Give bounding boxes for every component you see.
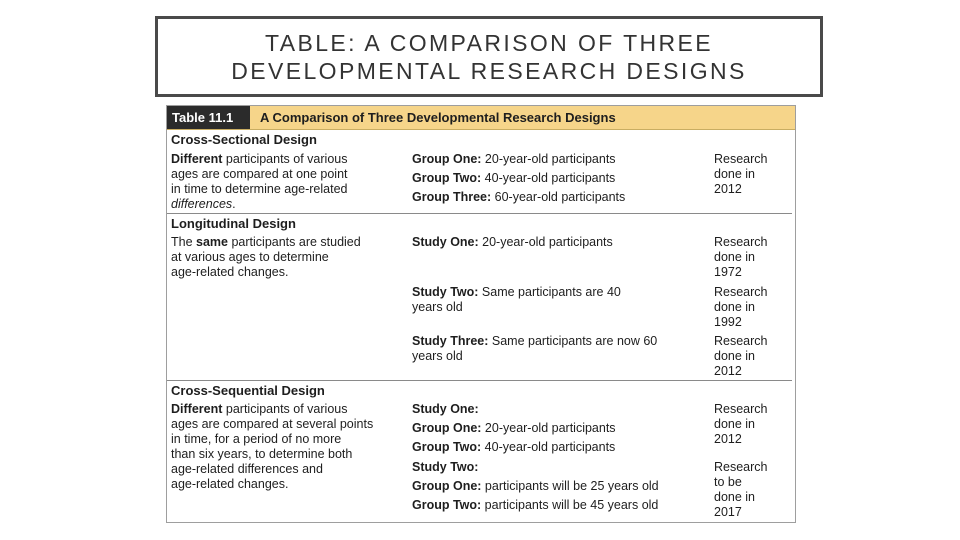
row-text: participants will be 25 years old <box>481 479 659 493</box>
section-divider <box>167 213 792 214</box>
row-label: Group Three: <box>412 190 492 204</box>
date-line: Research <box>714 285 768 299</box>
description-line: The same participants are studied <box>171 235 361 250</box>
study-row-cont: years old <box>412 300 463 314</box>
text-run: The <box>171 235 197 249</box>
text-run: at various ages to determine <box>171 250 329 264</box>
date-line: 2012 <box>714 432 742 446</box>
row-text: 20-year-old participants <box>481 152 616 166</box>
description-line: differences. <box>171 197 236 212</box>
date-line: 2012 <box>714 364 742 378</box>
description-line: at various ages to determine <box>171 250 329 265</box>
section-title-cross-sectional: Cross-Sectional Design <box>171 132 317 147</box>
row-text: 60-year-old participants <box>491 190 626 204</box>
row-text: 20-year-old participants <box>478 235 613 249</box>
section-title-cross-sequential: Cross-Sequential Design <box>171 383 325 398</box>
date-line: 1992 <box>714 315 742 329</box>
slide-title: TABLE: A COMPARISON OF THREE DEVELOPMENT… <box>155 16 823 97</box>
date-line: Research <box>714 460 768 474</box>
study-heading: Study Two: <box>412 460 478 475</box>
text-run: ages are compared at one point <box>171 167 348 181</box>
text-run: than six years, to determine both <box>171 447 353 461</box>
date-line: Research <box>714 334 768 348</box>
text-run: differences <box>171 197 233 211</box>
date-line: done in <box>714 349 756 363</box>
study-heading: Study One: <box>412 402 479 417</box>
row-label: Study Two: <box>412 460 479 474</box>
text-run: same <box>196 235 228 249</box>
text-run: age-related changes. <box>171 477 289 491</box>
group-row: Group One: 20-year-old participants <box>412 152 616 167</box>
row-text: Same participants are 40 <box>478 285 621 299</box>
text-run: Different <box>171 402 223 416</box>
section-title-longitudinal: Longitudinal Design <box>171 216 296 231</box>
row-text: participants will be 45 years old <box>481 498 659 512</box>
description-line: Different participants of various <box>171 152 347 167</box>
date-line: Research <box>714 152 768 166</box>
slide-title-line-1: TABLE: A COMPARISON OF THREE <box>264 29 714 56</box>
description-line: ages are compared at several points <box>171 417 373 432</box>
description-line: age-related differences and <box>171 462 323 477</box>
text-run: in time, for a period of no more <box>171 432 342 446</box>
table-number: Table 11.1 <box>167 106 250 129</box>
row-text: 20-year-old participants <box>481 421 616 435</box>
date-line: 2017 <box>714 505 742 519</box>
row-label: Study One: <box>412 235 479 249</box>
date-line: done in <box>714 490 756 504</box>
row-label: Group One: <box>412 479 482 493</box>
date-line: done in <box>714 300 756 314</box>
date-line: done in <box>714 417 756 431</box>
description-line: age-related changes. <box>171 265 288 280</box>
date-line: Research <box>714 235 768 249</box>
text-run: participants of various <box>222 402 348 416</box>
study-row: Study One: 20-year-old participants <box>412 235 613 250</box>
date-line: Research <box>714 402 768 416</box>
row-label: Group Two: <box>412 440 482 454</box>
text-run: age-related changes. <box>171 265 289 279</box>
section-divider <box>167 380 792 381</box>
row-label: Group Two: <box>412 498 482 512</box>
row-text: Same participants are now 60 <box>488 334 658 348</box>
row-label: Group Two: <box>412 171 482 185</box>
group-row: Group One: 20-year-old participants <box>412 421 616 436</box>
text-run: in time to determine age-related <box>171 182 348 196</box>
text-run: age-related differences and <box>171 462 323 476</box>
description-line: than six years, to determine both <box>171 447 352 462</box>
table-header: Table 11.1 A Comparison of Three Develop… <box>167 106 795 130</box>
date-line: done in <box>714 167 756 181</box>
table-caption: A Comparison of Three Developmental Rese… <box>260 110 616 125</box>
study-row-cont: years old <box>412 349 463 363</box>
row-text: 40-year-old participants <box>481 440 616 454</box>
date-line: done in <box>714 250 756 264</box>
group-row: Group Three: 60-year-old participants <box>412 190 625 205</box>
date-line: 1972 <box>714 265 742 279</box>
text-run: participants are studied <box>228 235 361 249</box>
date-line: to be <box>714 475 742 489</box>
description-line: ages are compared at one point <box>171 167 348 182</box>
description-line: age-related changes. <box>171 477 288 492</box>
date-line: 2012 <box>714 182 742 196</box>
text-run: participants of various <box>222 152 348 166</box>
description-line: in time to determine age-related <box>171 182 347 197</box>
group-row: Group Two: 40-year-old participants <box>412 171 615 186</box>
group-row: Group One: participants will be 25 years… <box>412 479 659 494</box>
row-label: Group One: <box>412 421 482 435</box>
text-run: Different <box>171 152 223 166</box>
row-label: Group One: <box>412 152 482 166</box>
comparison-table: Table 11.1 A Comparison of Three Develop… <box>166 105 796 523</box>
study-row: Study Three: Same participants are now 6… <box>412 334 657 349</box>
row-label: Study Three: <box>412 334 489 348</box>
text-run: . <box>232 197 236 211</box>
study-row: Study Two: Same participants are 40 <box>412 285 621 300</box>
text-run: ages are compared at several points <box>171 417 374 431</box>
slide-title-line-2: DEVELOPMENTAL RESEARCH DESIGNS <box>231 57 747 84</box>
description-line: in time, for a period of no more <box>171 432 341 447</box>
row-label: Study Two: <box>412 285 479 299</box>
row-text: 40-year-old participants <box>481 171 616 185</box>
group-row: Group Two: 40-year-old participants <box>412 440 615 455</box>
description-line: Different participants of various <box>171 402 347 417</box>
group-row: Group Two: participants will be 45 years… <box>412 498 658 513</box>
row-label: Study One: <box>412 402 479 416</box>
